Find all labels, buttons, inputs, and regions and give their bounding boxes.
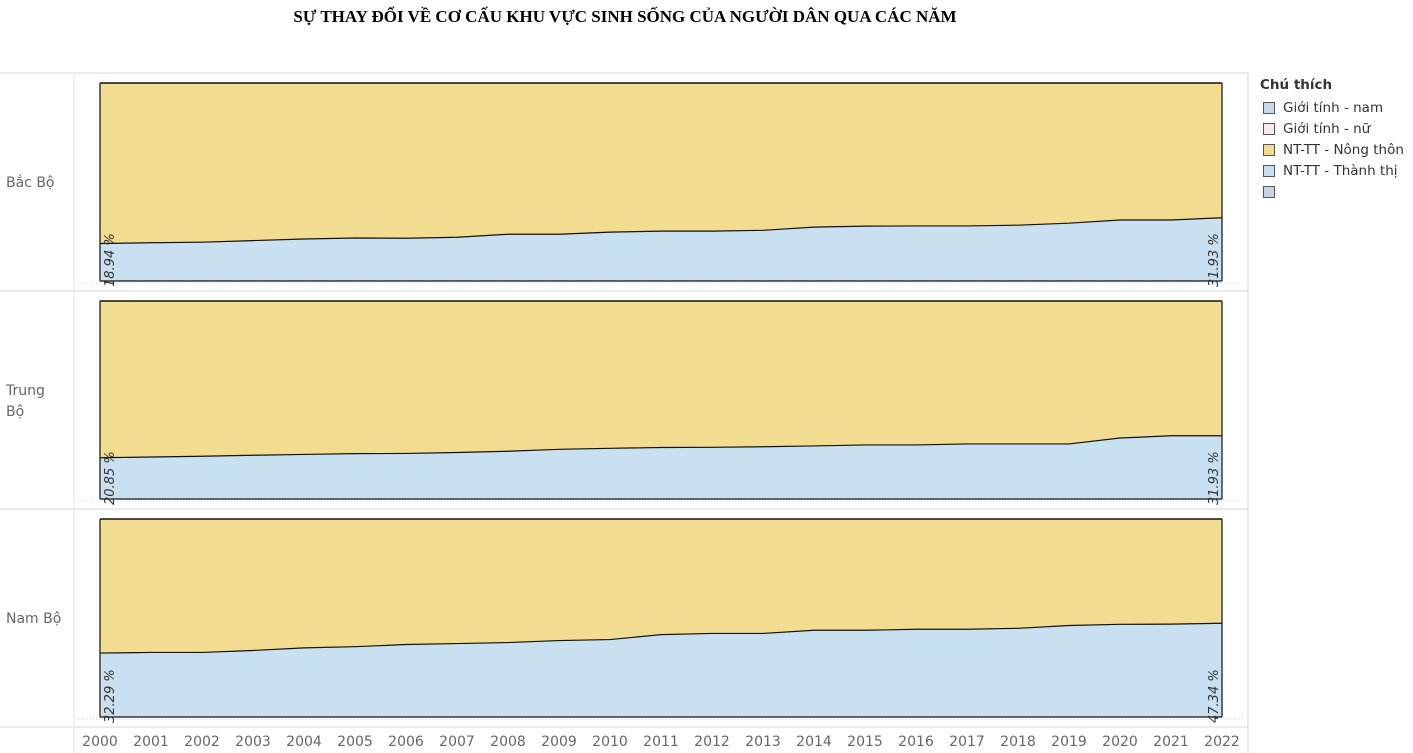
legend: Chú thích Giới tính - nam Giới tính - nữ N… [1260, 77, 1404, 202]
x-tick-label: 2017 [949, 734, 985, 750]
data-label-end: 31.93 % [1207, 233, 1222, 287]
legend-items: Giới tính - nam Giới tính - nữ NT-TT - Nôn… [1260, 97, 1404, 202]
legend-swatch [1263, 122, 1275, 135]
legend-item[interactable]: NT-TT - Thành thị [1260, 160, 1404, 181]
line-urban-top [99, 217, 1223, 245]
x-tick-label: 2015 [847, 734, 883, 750]
facet-panels: 18.94 % 31.93 % Bắc Bộ 20.85 % 31.93 % Trung B… [5, 82, 1244, 723]
data-label-end: 47.34 % [1207, 669, 1222, 723]
facet-panel: 32.29 % 47.34 % Nam Bộ [6, 518, 1244, 723]
legend-label: Giới tính - nữ [1283, 120, 1371, 137]
area-rural [100, 301, 1222, 458]
x-axis: 2000 2001 2002 2003 2004 2005 2006 2007 2008 2009… [82, 734, 1240, 750]
x-tick-label: 2010 [592, 734, 628, 750]
data-label-start: 32.29 % [103, 669, 118, 723]
x-tick-label: 2004 [286, 734, 322, 750]
data-label-start: 20.85 % [103, 451, 118, 505]
x-tick-label: 2009 [541, 734, 577, 750]
legend-swatch [1263, 164, 1275, 177]
x-tick-label: 2001 [133, 734, 169, 750]
legend-swatch [1263, 185, 1275, 198]
legend-label: NT-TT - Nông thôn [1283, 141, 1404, 158]
x-tick-label: 2019 [1051, 734, 1087, 750]
x-tick-label: 2007 [439, 734, 475, 750]
x-tick-label: 2018 [1000, 734, 1036, 750]
x-tick-label: 2016 [898, 734, 934, 750]
x-tick-label: 2000 [82, 734, 118, 750]
x-tick-label: 2003 [235, 734, 271, 750]
data-label-end: 31.93 % [1207, 451, 1222, 505]
x-tick-label: 2014 [796, 734, 832, 750]
facet-row-label: Nam Bộ [6, 611, 61, 627]
legend-label: Giới tính - nam [1283, 99, 1384, 116]
area-urban [100, 217, 1222, 281]
area-urban [100, 435, 1222, 499]
area-urban [100, 623, 1222, 717]
legend-swatch [1263, 143, 1275, 156]
facet-row-label: Trung Bộ [5, 383, 45, 420]
x-tick-label: 2020 [1102, 734, 1138, 750]
chart-title: SỰ THAY ĐỔI VỀ CƠ CẤU KHU VỰC SINH SỐNG … [293, 7, 957, 26]
x-tick-label: 2006 [388, 734, 424, 750]
area-rural [100, 519, 1222, 654]
legend-swatch [1263, 101, 1275, 114]
chart-frame [0, 72, 1249, 753]
legend-title: Chú thích [1260, 77, 1333, 93]
legend-item[interactable] [1260, 181, 1404, 202]
x-tick-label: 2013 [745, 734, 781, 750]
facet-row-label: Bắc Bộ [6, 174, 55, 191]
legend-item[interactable]: NT-TT - Nông thôn [1260, 139, 1404, 160]
line-urban-top [99, 622, 1223, 654]
area-rural [100, 83, 1222, 244]
legend-item[interactable]: Giới tính - nữ [1260, 118, 1404, 139]
legend-item[interactable]: Giới tính - nam [1260, 97, 1404, 118]
x-tick-label: 2005 [337, 734, 373, 750]
data-label-start: 18.94 % [103, 233, 118, 287]
legend-label: NT-TT - Thành thị [1283, 162, 1398, 179]
x-tick-label: 2012 [694, 734, 730, 750]
x-tick-label: 2002 [184, 734, 220, 750]
x-tick-label: 2008 [490, 734, 526, 750]
x-tick-label: 2022 [1204, 734, 1240, 750]
x-tick-label: 2021 [1153, 734, 1189, 750]
facet-panel: 20.85 % 31.93 % Trung Bộ [5, 300, 1244, 505]
x-tick-label: 2011 [643, 734, 679, 750]
chart-area: 18.94 % 31.93 % Bắc Bộ 20.85 % 31.93 % Trung B… [0, 72, 1249, 753]
line-urban-top [99, 435, 1222, 459]
facet-panel: 18.94 % 31.93 % Bắc Bộ [6, 82, 1244, 287]
